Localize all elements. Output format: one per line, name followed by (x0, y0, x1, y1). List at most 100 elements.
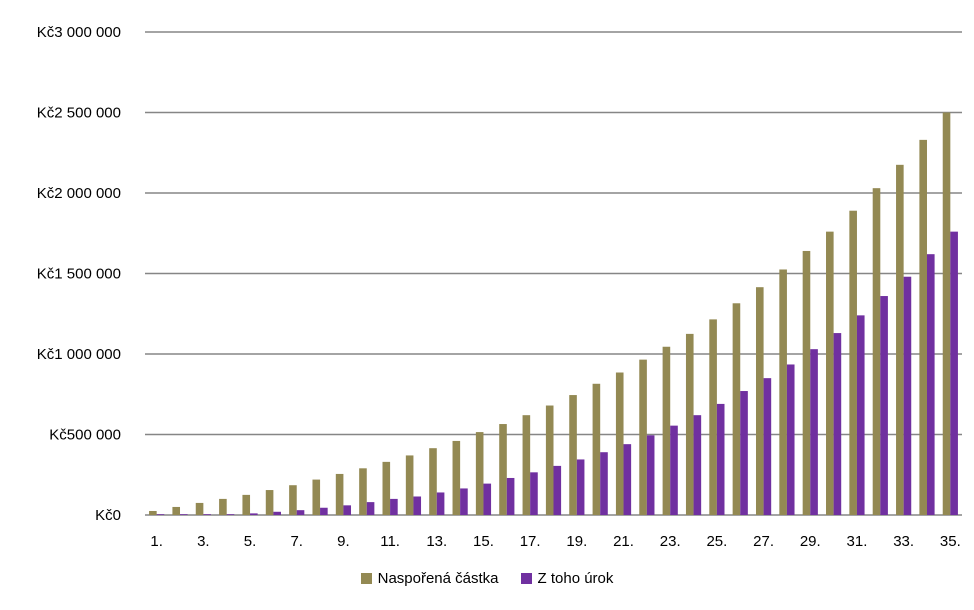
bar-series-1-1 (149, 510, 157, 515)
chart-canvas: Kč0 Kč500 000 Kč1 000 000 Kč1 500 000 Kč2 00… (37, 24, 962, 550)
x-tick-label: 19. (566, 533, 587, 550)
y-tick-label: Kč2 000 000 (37, 185, 121, 202)
y-tick-label: Kč1 000 000 (37, 346, 121, 363)
bar-series-2-17 (530, 472, 538, 515)
bar-series-1-5 (242, 494, 251, 516)
bar-series-1-7 (289, 485, 297, 515)
legend-item-z-toho-úrok: Z toho úrok (520, 570, 614, 587)
x-tick-label: 29. (800, 533, 821, 550)
y-tick-label: Kč2 500 000 (37, 105, 121, 122)
bar-series-1-15 (475, 432, 484, 515)
bar-series-1-26 (732, 303, 741, 515)
y-tick-label: Kč3 000 000 (37, 24, 121, 41)
bar-series-1-29 (802, 250, 811, 515)
bar-series-2-25 (716, 403, 725, 515)
x-tick-label: 21. (613, 533, 634, 550)
bar-series-1-20 (592, 383, 601, 515)
bar-series-2-27 (763, 378, 772, 515)
bar-series-1-13 (429, 448, 437, 515)
legend-item-naspořená-částka: Naspořená částka (360, 570, 499, 587)
bar-series-1-11 (382, 461, 391, 515)
bar-series-1-31 (849, 210, 857, 515)
bar-series-2-15 (483, 483, 492, 515)
bar-series-1-17 (522, 415, 531, 515)
bar-series-1-34 (919, 139, 927, 515)
bar-series-1-32 (872, 188, 881, 516)
bar-series-1-12 (405, 455, 414, 515)
gridlines (145, 31, 962, 516)
bar-series-1-35 (942, 112, 951, 515)
bar-series-2-6 (273, 511, 281, 515)
x-tick-label: 31. (847, 533, 868, 550)
bar-series-2-30 (833, 333, 842, 515)
bar-series-1-14 (452, 440, 461, 515)
bar-series-2-2 (180, 514, 188, 515)
bar-series-1-24 (685, 333, 694, 516)
bar-series-1-19 (569, 395, 577, 515)
x-tick-label: 25. (706, 533, 727, 550)
bar-series-1-25 (709, 319, 717, 515)
bar-series-1-33 (896, 164, 904, 515)
bar-series-2-4 (226, 514, 235, 515)
legend-label-z-toho-úrok: Z toho úrok (537, 570, 614, 587)
legend-swatch-z-toho-úrok (520, 573, 532, 584)
bar-series-2-23 (670, 425, 678, 515)
bar-series-1-10 (359, 468, 367, 515)
bar-series-1-8 (312, 479, 321, 515)
x-tick-label: 13. (426, 533, 447, 550)
bar-series-2-35 (950, 231, 958, 515)
bar-series-2-34 (926, 254, 935, 515)
x-tick-label: 35. (940, 533, 961, 550)
bar-series-2-21 (623, 444, 632, 515)
bar-series-2-10 (366, 502, 375, 515)
x-tick-label: 15. (473, 533, 494, 550)
bar-series-1-28 (779, 269, 787, 515)
bar-series-1-2 (172, 506, 181, 515)
bar-series-1-6 (265, 490, 274, 515)
bars (149, 112, 958, 516)
bar-series-1-23 (662, 346, 671, 515)
bar-series-2-22 (646, 435, 655, 515)
bar-series-2-33 (903, 276, 912, 515)
bar-series-1-21 (615, 372, 624, 515)
x-axis-tick-labels: 1. 3. 5. 7. 9. 11. 13. 15. 17. 19. 21. 23. 25. 27. 29.… (150, 533, 960, 550)
x-tick-label: 17. (520, 533, 541, 550)
x-tick-label: 27. (753, 533, 774, 550)
bar-series-2-11 (390, 498, 398, 515)
bar-series-2-14 (460, 488, 468, 515)
x-tick-label: 5. (244, 533, 257, 550)
bar-series-2-29 (810, 349, 818, 515)
bar-series-2-18 (553, 465, 562, 515)
legend-label-naspořená-částka: Naspořená částka (377, 570, 499, 587)
bar-series-2-3 (203, 514, 211, 515)
bar-series-2-32 (880, 296, 888, 515)
y-tick-label: Kč1 500 000 (37, 266, 121, 283)
x-tick-label: 1. (150, 533, 163, 550)
bar-series-2-8 (320, 507, 328, 515)
bar-series-2-13 (436, 492, 445, 515)
bar-series-2-12 (413, 496, 422, 515)
bar-series-2-19 (576, 459, 585, 515)
bar-series-2-16 (506, 477, 515, 515)
bar-series-2-31 (856, 315, 865, 515)
x-tick-label: 11. (380, 533, 400, 550)
bar-series-1-18 (545, 405, 554, 515)
bar-series-2-5 (250, 513, 258, 515)
legend-swatch-naspořená-částka (360, 573, 372, 584)
bar-series-2-7 (296, 510, 305, 515)
y-tick-label: Kč500 000 (49, 427, 121, 444)
x-tick-label: 9. (337, 533, 350, 550)
bar-series-1-3 (195, 502, 204, 515)
x-tick-label: 33. (893, 533, 914, 550)
bar-series-1-22 (639, 359, 647, 515)
y-axis-tick-labels: Kč0 Kč500 000 Kč1 000 000 Kč1 500 000 Kč2 00… (37, 24, 121, 524)
bar-series-1-27 (755, 287, 764, 515)
bar-series-2-24 (693, 415, 702, 515)
y-tick-label: Kč0 (95, 507, 121, 524)
x-tick-label: 23. (660, 533, 681, 550)
bar-series-1-4 (219, 498, 227, 515)
bar-series-2-20 (600, 452, 608, 515)
bar-series-1-16 (499, 424, 507, 515)
bar-series-1-9 (335, 473, 344, 515)
